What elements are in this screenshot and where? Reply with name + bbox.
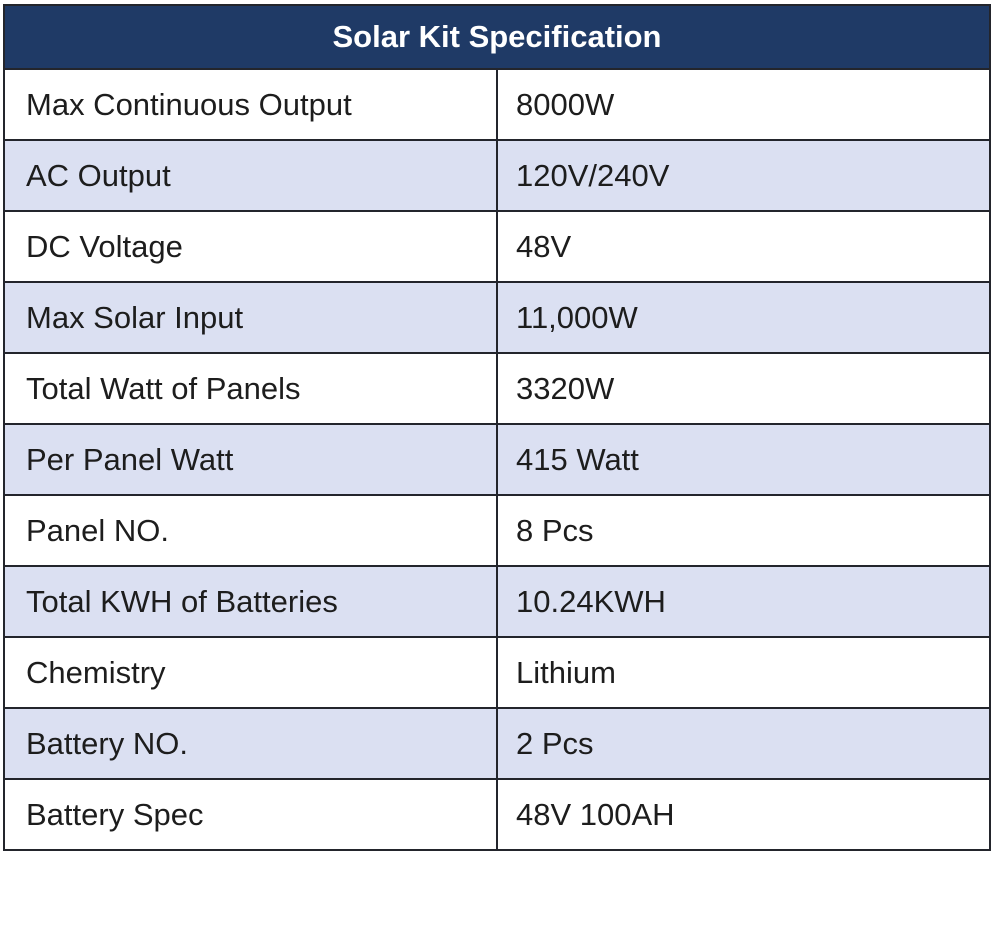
spec-label: Max Solar Input <box>3 281 498 354</box>
spec-value: 11,000W <box>496 281 991 354</box>
table-header-row: Solar Kit Specification <box>3 4 991 70</box>
spec-label: Battery Spec <box>3 778 498 851</box>
solar-kit-spec-table: Solar Kit Specification Max Continuous O… <box>3 4 991 851</box>
spec-table-body: Solar Kit Specification Max Continuous O… <box>3 4 991 851</box>
table-row: Total KWH of Batteries 10.24KWH <box>3 565 991 638</box>
spec-value: 48V <box>496 210 991 283</box>
spec-value: 8000W <box>496 68 991 141</box>
spec-label: Chemistry <box>3 636 498 709</box>
table-row: Battery NO. 2 Pcs <box>3 707 991 780</box>
table-row: Total Watt of Panels 3320W <box>3 352 991 425</box>
spec-label: AC Output <box>3 139 498 212</box>
spec-label: Panel NO. <box>3 494 498 567</box>
spec-value: 3320W <box>496 352 991 425</box>
table-row: Per Panel Watt 415 Watt <box>3 423 991 496</box>
spec-value: 415 Watt <box>496 423 991 496</box>
spec-value: Lithium <box>496 636 991 709</box>
spec-label: Max Continuous Output <box>3 68 498 141</box>
spec-value: 10.24KWH <box>496 565 991 638</box>
spec-label: Battery NO. <box>3 707 498 780</box>
spec-label: DC Voltage <box>3 210 498 283</box>
spec-value: 2 Pcs <box>496 707 991 780</box>
spec-value: 120V/240V <box>496 139 991 212</box>
table-row: Battery Spec 48V 100AH <box>3 778 991 851</box>
table-title: Solar Kit Specification <box>3 4 991 70</box>
spec-label: Total KWH of Batteries <box>3 565 498 638</box>
spec-value: 48V 100AH <box>496 778 991 851</box>
spec-value: 8 Pcs <box>496 494 991 567</box>
table-row: Panel NO. 8 Pcs <box>3 494 991 567</box>
table-row: AC Output 120V/240V <box>3 139 991 212</box>
table-row: Chemistry Lithium <box>3 636 991 709</box>
spec-label: Total Watt of Panels <box>3 352 498 425</box>
table-row: Max Solar Input 11,000W <box>3 281 991 354</box>
table-row: DC Voltage 48V <box>3 210 991 283</box>
spec-label: Per Panel Watt <box>3 423 498 496</box>
table-row: Max Continuous Output 8000W <box>3 68 991 141</box>
